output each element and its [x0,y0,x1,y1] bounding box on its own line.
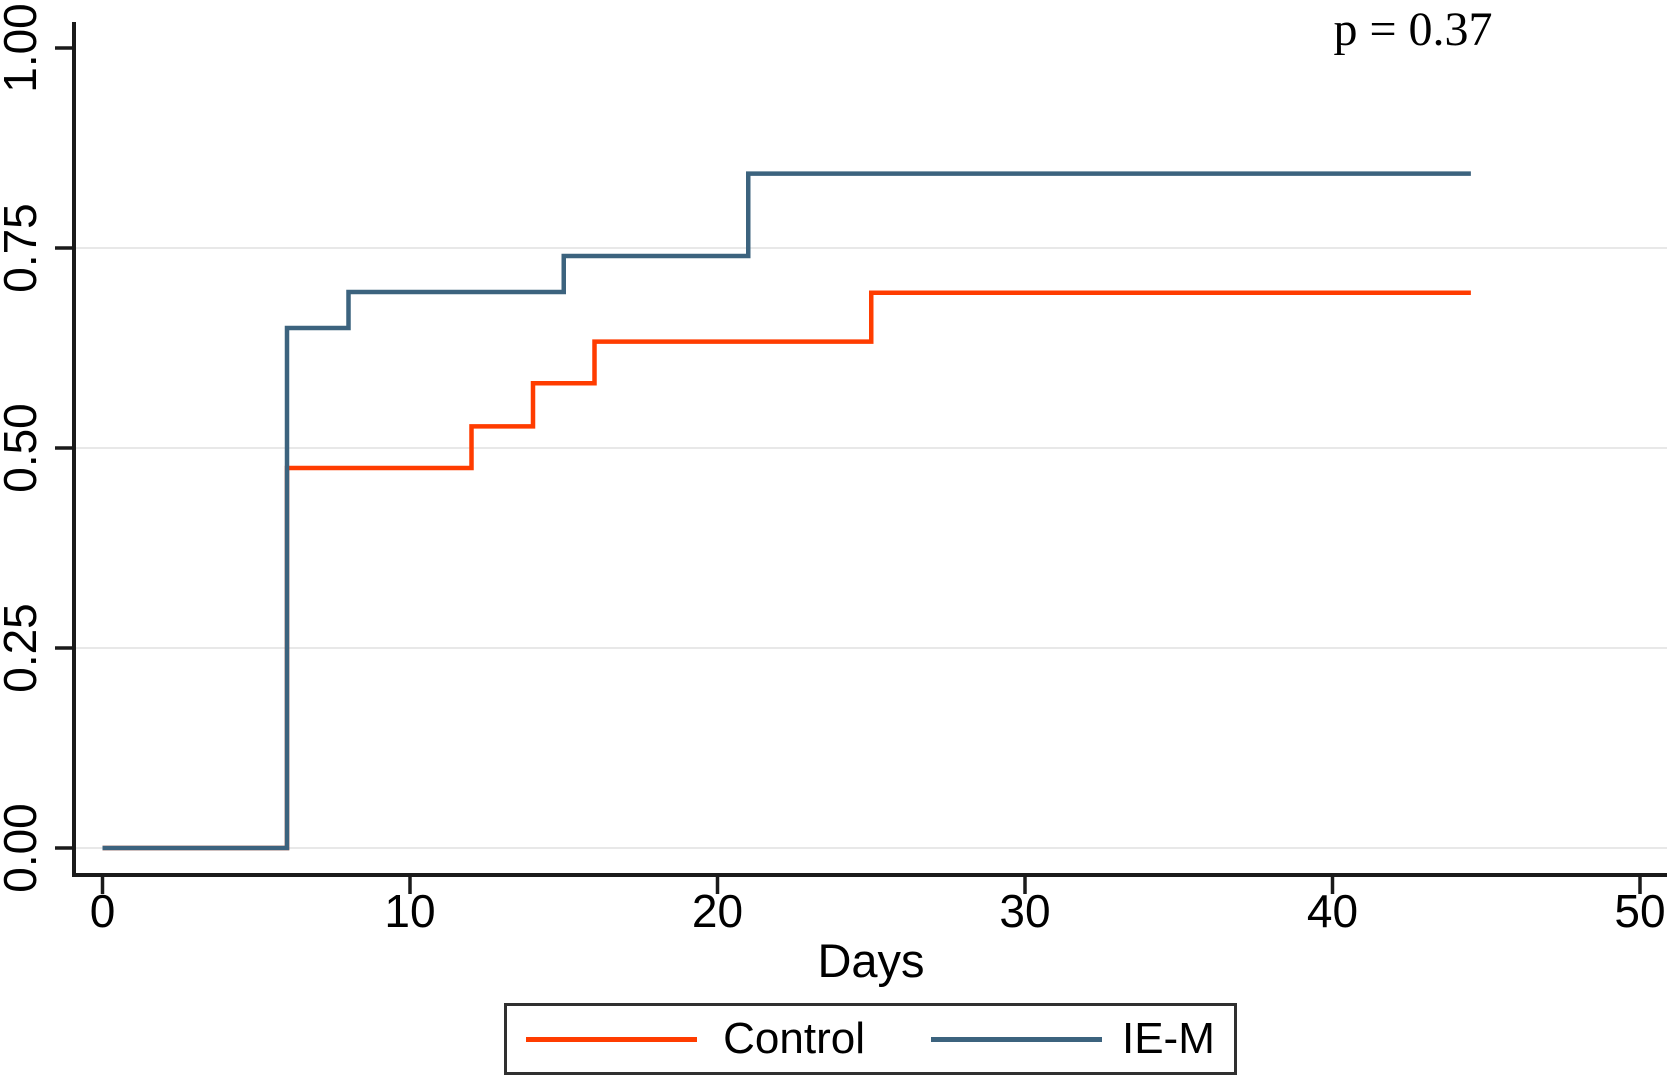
legend-control-label: Control [723,1014,865,1063]
x-axis-title: Days [817,934,925,987]
x-tick-label-30: 30 [999,885,1051,937]
series-control-curve [102,290,1471,851]
x-tick-label-10: 10 [384,885,436,937]
x-tick-label-40: 40 [1306,885,1359,937]
y-tick-label-0.75: 0.75 [0,203,46,293]
legend-ie-m-line-sample [930,1036,1102,1042]
y-tick-label-0.50: 0.50 [0,403,46,493]
legend-control-line-sample [526,1036,698,1042]
x-tick-label-0: 0 [89,885,116,937]
x-tick-label-50: 50 [1614,885,1666,937]
p-value-annotation: p = 0.37 [1333,3,1493,56]
y-tick-label-1.00: 1.00 [0,3,46,93]
x-tick-label-20: 20 [691,885,744,937]
legend-ie-m-label: IE-M [1121,1014,1215,1063]
legend: Control IE-M [504,1003,1237,1075]
y-tick-label-0.00: 0.00 [0,803,46,893]
series-ie-m-curve [102,171,1471,851]
y-tick-label-0.25: 0.25 [0,603,46,693]
